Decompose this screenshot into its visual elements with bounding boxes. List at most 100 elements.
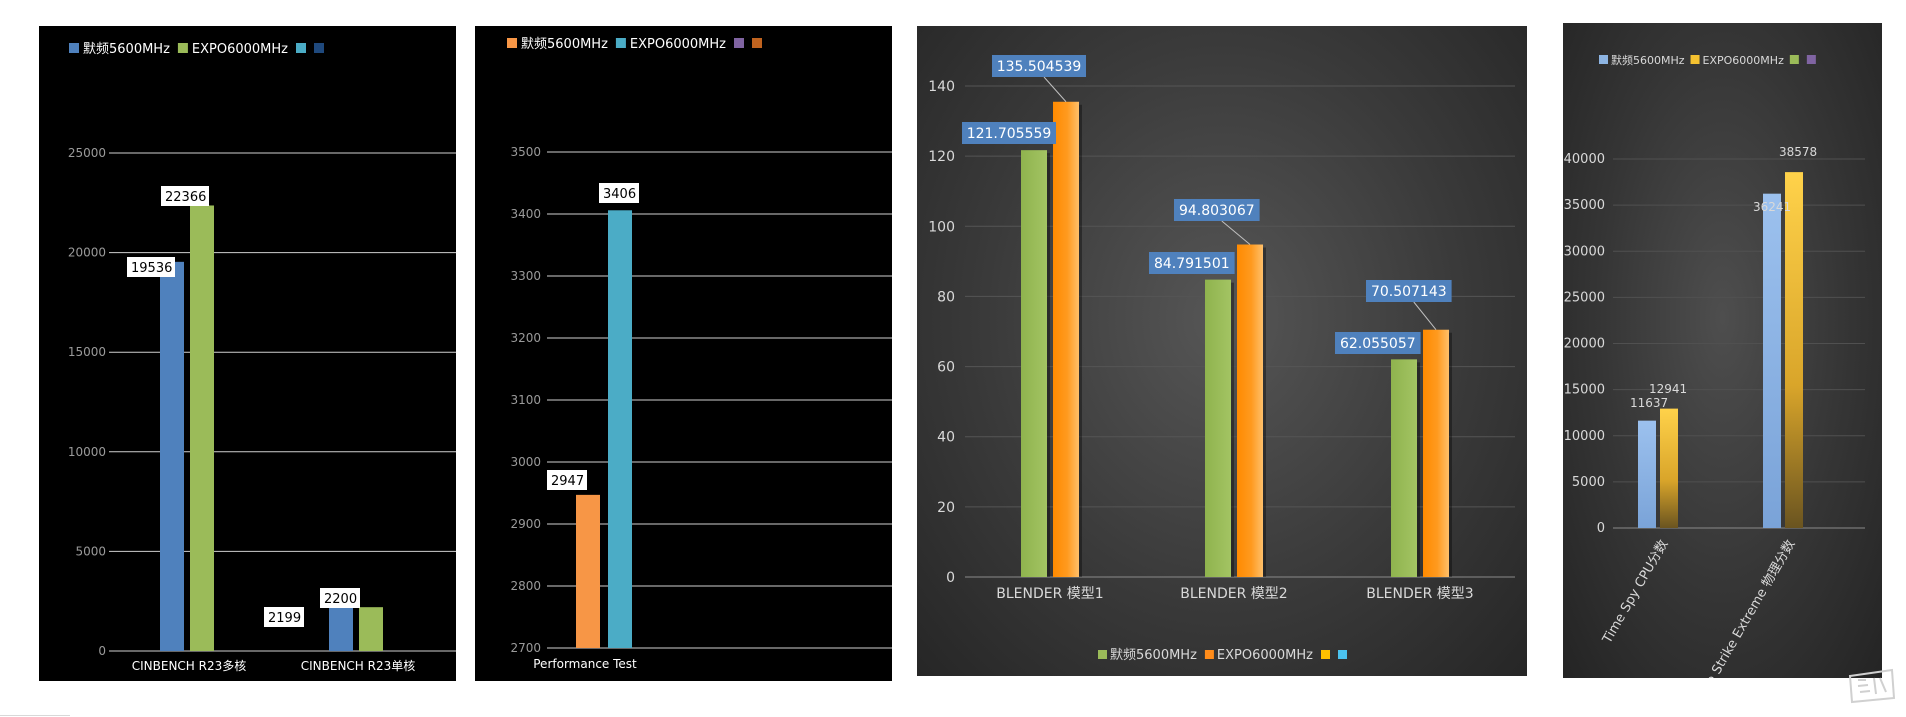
y-tick-label: 0	[1597, 521, 1605, 536]
legend-label: EXPO6000MHz	[192, 42, 288, 57]
bar	[1053, 101, 1079, 577]
y-tick-label: 120	[928, 149, 955, 165]
bar	[1660, 408, 1678, 528]
x-category-label: BLENDER 模型2	[1180, 586, 1287, 602]
y-tick-label: 3100	[510, 393, 541, 407]
data-label: 2199	[264, 607, 304, 627]
data-label: 12941	[1649, 382, 1687, 396]
bar	[160, 261, 184, 651]
data-label: 3406	[599, 183, 639, 203]
x-category-label: Performance Test	[533, 657, 637, 671]
data-label-text: 121.705559	[967, 126, 1052, 142]
legend-label: 默频5600MHz	[83, 41, 170, 57]
y-tick-label: 2800	[510, 579, 541, 593]
bar	[1763, 193, 1781, 529]
legend-swatch	[734, 38, 744, 48]
data-label-text: 84.791501	[1154, 256, 1230, 272]
bar	[359, 607, 383, 651]
data-label-box	[320, 588, 360, 608]
y-tick-label: 25000	[68, 146, 106, 160]
data-label-text: 2200	[324, 592, 357, 607]
data-label-box	[127, 257, 175, 277]
data-label-box	[1149, 252, 1235, 274]
legend-label: EXPO6000MHz	[630, 37, 726, 52]
y-tick-label: 35000	[1564, 198, 1605, 213]
data-label-text: 135.504539	[997, 59, 1082, 75]
bar	[1237, 244, 1263, 578]
x-category-label: BLENDER 模型1	[996, 586, 1103, 602]
data-label: 2200	[320, 588, 360, 608]
legend-swatch	[615, 38, 626, 48]
data-label-text: 3406	[603, 187, 636, 202]
y-tick-label: 30000	[1564, 244, 1605, 259]
legend-label: 默频5600MHz	[1110, 647, 1197, 663]
data-label-box	[161, 186, 209, 206]
data-label: 84.791501	[1149, 252, 1235, 274]
bar	[1205, 279, 1231, 577]
bar	[1785, 172, 1803, 528]
data-label: 2947	[547, 470, 587, 490]
y-tick-label: 40	[937, 430, 955, 446]
y-tick-label: 15000	[1564, 383, 1605, 398]
data-label-text: 62.055057	[1340, 336, 1416, 352]
bar	[1423, 329, 1449, 577]
legend-swatch	[1789, 55, 1799, 64]
data-label-box	[962, 122, 1056, 144]
y-tick-label: 5000	[1572, 475, 1605, 490]
data-label-leader	[1043, 76, 1067, 103]
legend-swatch	[1599, 55, 1608, 64]
chart-3dmark-svg: 0 5000 10000 15000 20000 25000 30000 35000 40000…	[1564, 53, 1865, 679]
data-label: 94.803067	[1174, 199, 1260, 245]
y-tick-label: 100	[928, 219, 955, 235]
bar	[329, 607, 353, 651]
data-label: 36241	[1753, 200, 1791, 214]
legend-swatch	[177, 43, 188, 53]
y-tick-label: 10000	[1564, 429, 1605, 444]
y-tick-label: 25000	[1564, 290, 1605, 305]
divider-line	[0, 715, 70, 716]
data-label-leader	[1221, 220, 1251, 245]
x-category-label: CINBENCH R23多核	[132, 659, 247, 673]
legend-swatch	[1338, 650, 1347, 659]
y-tick-label: 0	[98, 644, 106, 658]
data-label: 121.705559	[962, 122, 1056, 144]
y-tick-label: 140	[928, 79, 955, 95]
data-label: 62.055057	[1335, 332, 1421, 354]
chart-performance-test-svg: 2700 2800 2900 3000 3100 3200 3300 3400 3500 默频56…	[507, 36, 892, 671]
legend-swatch	[296, 43, 306, 53]
y-tick-label: 80	[937, 289, 955, 305]
y-tick-label: 15000	[68, 345, 106, 359]
y-tick-label: 3400	[510, 207, 541, 221]
chart-3dmark: 0 5000 10000 15000 20000 25000 30000 35000 40000…	[1563, 23, 1882, 678]
y-tick-label: 40000	[1564, 152, 1605, 167]
legend-label: EXPO6000MHz	[1217, 648, 1313, 663]
x-category-label: CINBENCH R23单核	[301, 659, 416, 673]
data-label: 22366	[161, 186, 209, 206]
legend-label: EXPO6000MHz	[1703, 54, 1785, 67]
legend-swatch	[69, 43, 79, 53]
legend-swatch	[1806, 55, 1816, 64]
legend-swatch	[752, 38, 762, 48]
data-label-box	[264, 607, 304, 627]
legend-swatch	[1321, 650, 1330, 659]
x-category-label: Fire Strike Extreme 物理分数	[1696, 538, 1799, 679]
data-label-box	[547, 470, 587, 490]
y-tick-label: 3300	[510, 269, 541, 283]
data-label-text: 94.803067	[1179, 203, 1255, 219]
y-tick-label: 20	[937, 500, 955, 516]
x-category-label: Time Spy CPU分数	[1600, 538, 1672, 647]
y-tick-label: 10000	[68, 445, 106, 459]
bar	[1391, 359, 1417, 577]
data-label-text: 19536	[131, 261, 172, 276]
y-tick-label: 60	[937, 360, 955, 376]
data-label-box	[1174, 199, 1260, 221]
data-label-box	[1366, 280, 1452, 302]
legend-label: 默频5600MHz	[1611, 53, 1685, 67]
legend-swatch	[1690, 55, 1700, 64]
data-label-text: 22366	[165, 190, 206, 205]
data-label-text: 2947	[551, 474, 584, 489]
legend-label: 默频5600MHz	[521, 36, 608, 52]
data-label-text: 70.507143	[1371, 284, 1447, 300]
data-label-text: 2199	[268, 611, 301, 626]
data-label-box	[992, 55, 1086, 77]
